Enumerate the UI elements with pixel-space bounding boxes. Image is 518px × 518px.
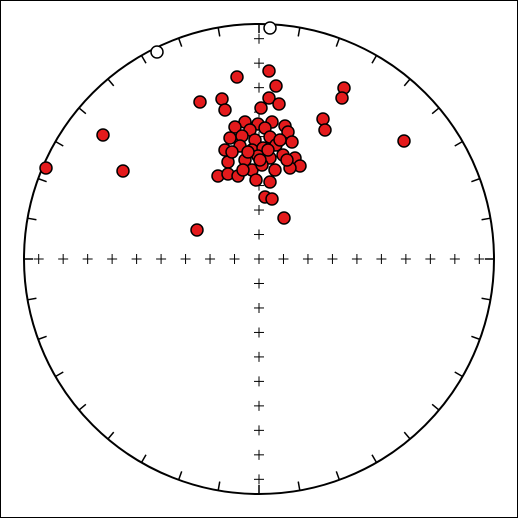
perimeter-tick (177, 471, 183, 481)
perimeter-tick (454, 140, 463, 147)
point (225, 145, 239, 159)
point (261, 143, 275, 157)
point (218, 103, 232, 117)
point (241, 145, 255, 159)
perimeter-tick (55, 140, 64, 147)
points (39, 21, 411, 237)
point (263, 21, 277, 35)
perimeter-tick (37, 335, 47, 341)
point (263, 175, 277, 189)
perimeter-tick (107, 431, 115, 440)
perimeter-tick (371, 55, 378, 64)
point (96, 128, 110, 142)
point (273, 133, 287, 147)
point (335, 91, 349, 105)
point (262, 64, 276, 78)
point (268, 163, 282, 177)
perimeter-tick (431, 107, 440, 115)
point (262, 91, 276, 105)
perimeter-tick (297, 27, 301, 37)
perimeter-tick (140, 454, 147, 463)
perimeter-tick (297, 481, 301, 491)
perimeter-tick (371, 454, 378, 463)
perimeter-tick (27, 217, 37, 221)
point (215, 92, 229, 106)
point (228, 120, 242, 134)
point (193, 95, 207, 109)
perimeter-tick (78, 107, 87, 115)
point (116, 164, 130, 178)
perimeter-tick (403, 78, 411, 87)
perimeter-tick (140, 55, 147, 64)
perimeter-tick (335, 471, 341, 481)
point (236, 163, 250, 177)
perimeter-tick (27, 297, 37, 301)
point (150, 45, 164, 59)
perimeter-tick (471, 335, 481, 341)
point (277, 211, 291, 225)
point (190, 223, 204, 237)
perimeter-tick (403, 431, 411, 440)
point (223, 131, 237, 145)
perimeter-tick (177, 37, 183, 47)
point (253, 153, 267, 167)
perimeter-tick (431, 403, 440, 411)
point (316, 112, 330, 126)
perimeter-tick (107, 78, 115, 87)
point (285, 135, 299, 149)
perimeter-tick (454, 371, 463, 378)
perimeter-tick (217, 481, 221, 491)
perimeter-tick (335, 37, 341, 47)
perimeter-tick (481, 217, 491, 221)
point (265, 192, 279, 206)
perimeter-tick (471, 177, 481, 183)
point (249, 173, 263, 187)
point (269, 79, 283, 93)
perimeter-tick (78, 403, 87, 411)
point (397, 134, 411, 148)
perimeter-tick (217, 27, 221, 37)
point (230, 70, 244, 84)
point (254, 101, 268, 115)
point (280, 153, 294, 167)
perimeter-tick (37, 177, 47, 183)
perimeter-tick (481, 297, 491, 301)
point (272, 97, 286, 111)
perimeter-tick (55, 371, 64, 378)
point (318, 123, 332, 137)
point (39, 161, 53, 175)
